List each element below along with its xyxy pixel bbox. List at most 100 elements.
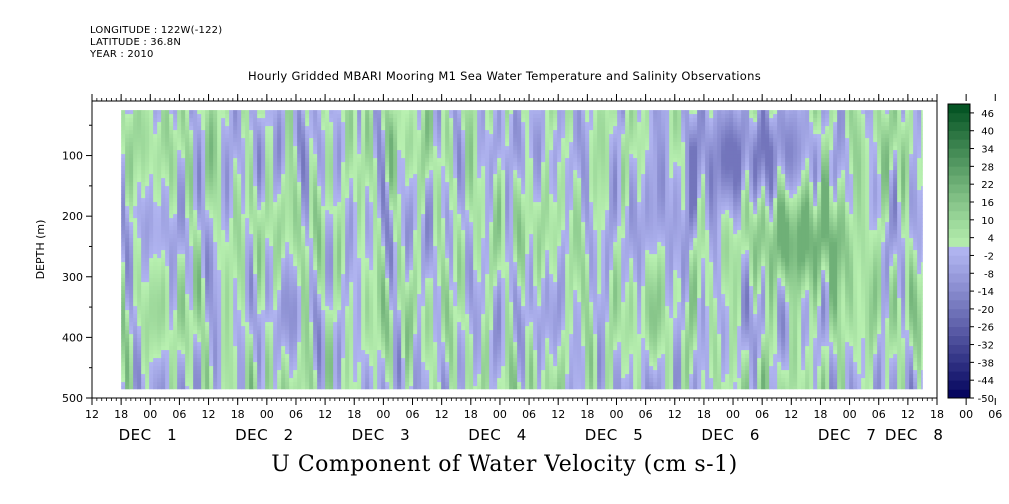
x-hour-label: 06 [872,408,886,421]
x-hour-label: 12 [784,408,798,421]
x-hour-label: 06 [522,408,536,421]
colorbar-segment [948,317,970,328]
x-hour-label: 12 [202,408,216,421]
colorbar-segment [948,219,970,230]
colorbar-segment [948,308,970,319]
colorbar-segment [948,157,970,167]
x-day-label: DEC 8 [885,426,944,444]
colorbar-segment [948,175,970,185]
x-hour-label: 12 [85,408,99,421]
colorbar-segment [948,326,970,336]
colorbar-segment [948,148,970,158]
colorbar-segment [948,130,970,140]
x-hour-label: 12 [668,408,682,421]
colorbar-segment [948,255,970,265]
x-day-label: DEC 4 [468,426,527,444]
colorbar-segment [948,300,970,310]
colorbar-segment [948,121,970,132]
x-day-label: DEC 2 [235,426,294,444]
x-day-label: DEC 6 [701,426,760,444]
x-hour-label: 18 [930,408,944,421]
colorbar-segment [948,344,970,354]
x-day-label: DEC 3 [352,426,411,444]
x-hour-label: 00 [143,408,157,421]
x-day-label: DEC 7 [818,426,877,444]
colorbar-segment [948,246,970,256]
x-hour-label: 06 [406,408,420,421]
colorbar-label: -8 [984,269,994,280]
colorbar-segment [948,282,970,292]
x-hour-label: 12 [318,408,332,421]
colorbar-label: 34 [981,145,994,156]
colorbar-segment [948,139,970,149]
x-hour-label: 00 [843,408,857,421]
y-tick-label: 300 [62,271,83,284]
x-hour-label: 12 [901,408,915,421]
x-hour-label: 18 [813,408,827,421]
x-hour-label: 06 [988,408,1002,421]
longitude-label: LONGITUDE : 122W(-122) [90,25,223,36]
colorbar-segment [948,362,970,372]
colorbar-segment [948,210,970,221]
x-hour-label: 12 [435,408,449,421]
colorbar-label: -32 [978,341,994,352]
x-hour-label: 18 [697,408,711,421]
colorbar-label: 10 [981,216,994,227]
x-hour-label: 06 [289,408,303,421]
x-day-label: DEC 5 [585,426,644,444]
y-axis-label: DEPTH (m) [34,220,47,280]
x-hour-label: 18 [231,408,245,421]
x-hour-label: 06 [172,408,186,421]
colorbar-segment [948,193,970,203]
x-hour-label: 18 [464,408,478,421]
x-hour-label: 18 [580,408,594,421]
colorbar-segment [948,273,970,283]
x-hour-label: 00 [493,408,507,421]
x-hour-label: 06 [755,408,769,421]
colorbar-label: 40 [981,127,994,138]
latitude-label: LATITUDE : 36.8N [90,37,182,48]
y-tick-label: 500 [62,392,83,405]
x-hour-label: 00 [609,408,623,421]
colorbar-label: 22 [981,180,994,191]
colorbar-label: -14 [978,287,994,298]
colorbar-segment [948,335,970,345]
colorbar-segment [948,166,970,176]
colorbar-segment [948,291,970,301]
colorbar-segment [948,380,970,390]
x-hour-label: 12 [551,408,565,421]
x-hour-label: 00 [959,408,973,421]
colorbar-label: -26 [978,323,994,334]
colorbar-segment [948,184,970,194]
colorbar-label: 16 [981,198,994,209]
year-label: YEAR : 2010 [90,49,154,60]
x-hour-label: 00 [376,408,390,421]
y-tick-label: 400 [62,331,83,344]
y-tick-label: 200 [62,210,83,223]
colorbar-segment [948,112,970,123]
colorbar-label: -38 [978,358,994,369]
colorbar-label: -44 [978,376,994,387]
x-hour-label: 18 [114,408,128,421]
colorbar-segment [948,237,970,247]
colorbar-segment [948,228,970,238]
x-hour-label: 00 [260,408,274,421]
colorbar-segment [948,353,970,363]
colorbar-segment [948,371,970,381]
heatmap-field [121,110,923,390]
colorbar-label: -2 [984,251,994,262]
colorbar-frame [947,103,971,399]
colorbar-label: 46 [981,109,994,120]
colorbar-label: 28 [981,162,994,173]
colorbar-label: -50 [978,394,994,405]
x-hour-label: 00 [726,408,740,421]
colorbar-segment [948,202,970,212]
colorbar-segment [948,389,970,399]
chart-title: Hourly Gridded MBARI Mooring M1 Sea Wate… [247,69,762,83]
x-day-label: DEC 1 [119,426,178,444]
y-tick-label: 100 [62,150,83,163]
colorbar-label: -20 [978,305,994,316]
chart-bottom-title: U Component of Water Velocity (cm s-1) [271,452,738,477]
x-hour-label: 06 [639,408,653,421]
